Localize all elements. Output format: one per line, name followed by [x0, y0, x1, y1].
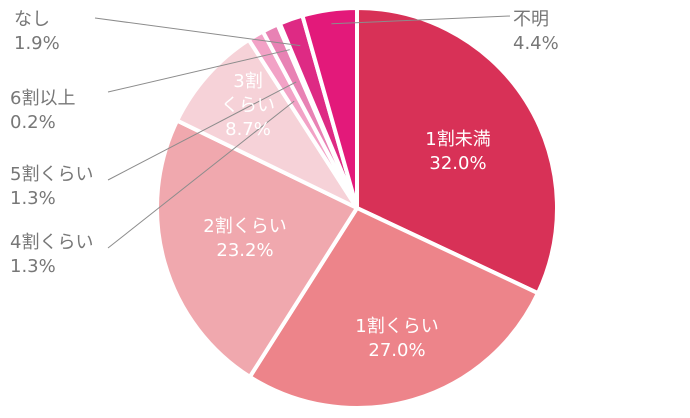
leader-line	[107, 49, 290, 93]
leader-line	[107, 100, 295, 249]
slice-label: 6割以上 0.2%	[10, 88, 75, 133]
pie-slice	[175, 37, 359, 210]
pie-slice	[355, 6, 559, 296]
leader-line	[107, 81, 297, 181]
slice-label: 2割くらい 23.2%	[203, 216, 286, 261]
pie-slices	[155, 6, 559, 410]
slice-label: 1割未満 32.0%	[425, 129, 490, 174]
slice-labels: 1割未満 32.0% 1割くらい 27.0% 2割くらい 23.2% 3割くらい 8.7% 4割…	[10, 9, 559, 361]
slice-label: 3割くらい 8.7%	[221, 71, 275, 140]
pie-slice	[247, 206, 540, 410]
slice-label: 4割くらい 1.3%	[10, 232, 93, 277]
slice-label: 1割くらい 27.0%	[355, 316, 438, 361]
slice-label: 5割くらい 1.3%	[10, 164, 93, 209]
leader-line	[331, 15, 511, 25]
slice-label: なし 1.9%	[14, 9, 60, 54]
pie-slice	[300, 6, 359, 210]
slice-label: 不明 4.4%	[513, 9, 559, 54]
leader-line	[94, 17, 301, 47]
leader-lines	[94, 15, 511, 249]
